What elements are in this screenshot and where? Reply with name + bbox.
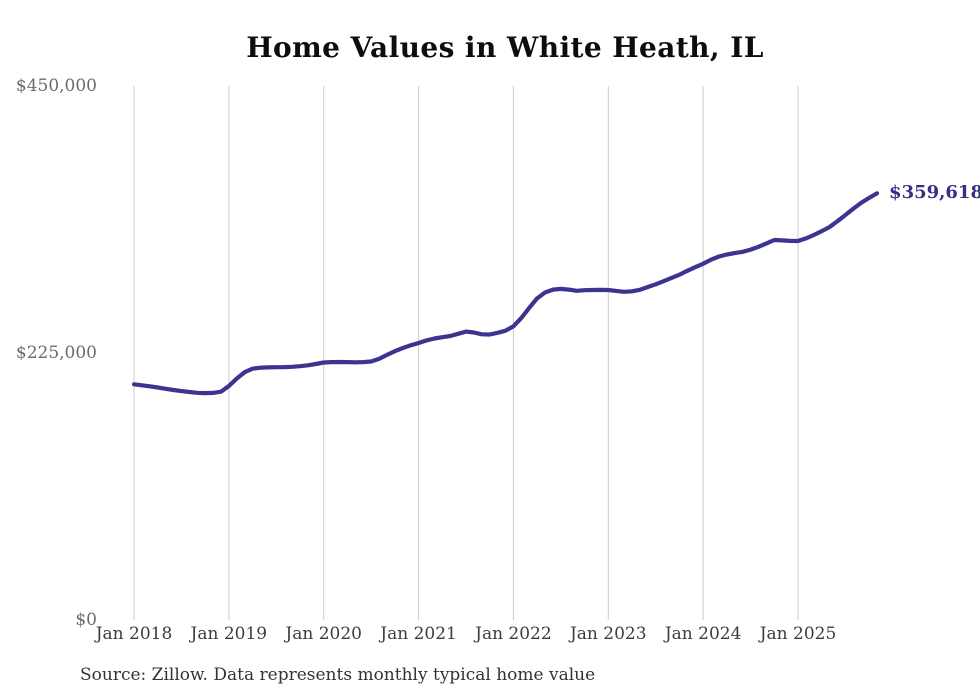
x-axis-tick-label: Jan 2025 [759, 624, 837, 644]
y-axis-tick-label: $450,000 [15, 76, 97, 96]
x-axis-tick-label: Jan 2022 [475, 624, 552, 644]
latest-value-label: $359,618 [889, 182, 980, 204]
y-axis-tick-label: $0 [75, 610, 97, 630]
x-axis-tick-label: Jan 2023 [569, 624, 647, 644]
y-axis-tick-label: $225,000 [15, 343, 97, 363]
x-axis-tick-label: Jan 2021 [380, 624, 457, 644]
value-line [131, 191, 880, 396]
source-note: Source: Zillow. Data represents monthly … [80, 665, 596, 685]
x-axis-tick-label: Jan 2020 [285, 624, 362, 644]
chart-title: Home Values in White Heath, IL [246, 31, 764, 64]
x-axis-tick-label: Jan 2024 [664, 624, 742, 644]
x-axis-tick-label: Jan 2018 [95, 624, 173, 644]
x-axis-tick-label: Jan 2019 [190, 624, 268, 644]
